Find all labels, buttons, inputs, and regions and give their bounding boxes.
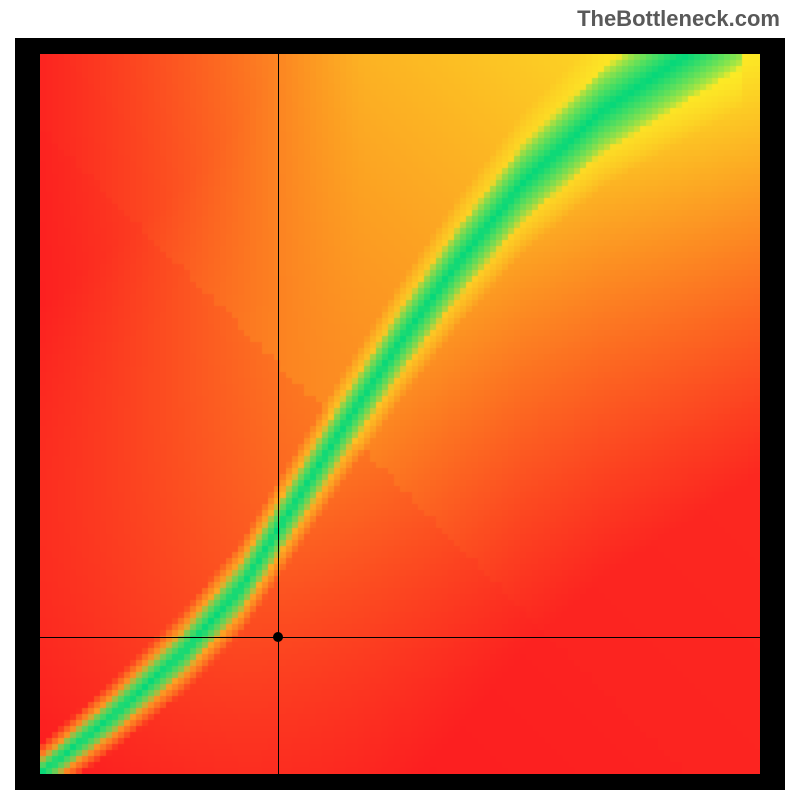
attribution-text: TheBottleneck.com xyxy=(577,6,780,32)
crosshair-marker xyxy=(273,632,283,642)
plot-inner xyxy=(40,54,760,774)
plot-outer-frame xyxy=(15,38,785,790)
crosshair-horizontal xyxy=(40,637,760,638)
crosshair-vertical xyxy=(278,54,279,774)
heatmap-canvas xyxy=(40,54,760,774)
root-container: { "attribution": "TheBottleneck.com", "c… xyxy=(0,0,800,800)
